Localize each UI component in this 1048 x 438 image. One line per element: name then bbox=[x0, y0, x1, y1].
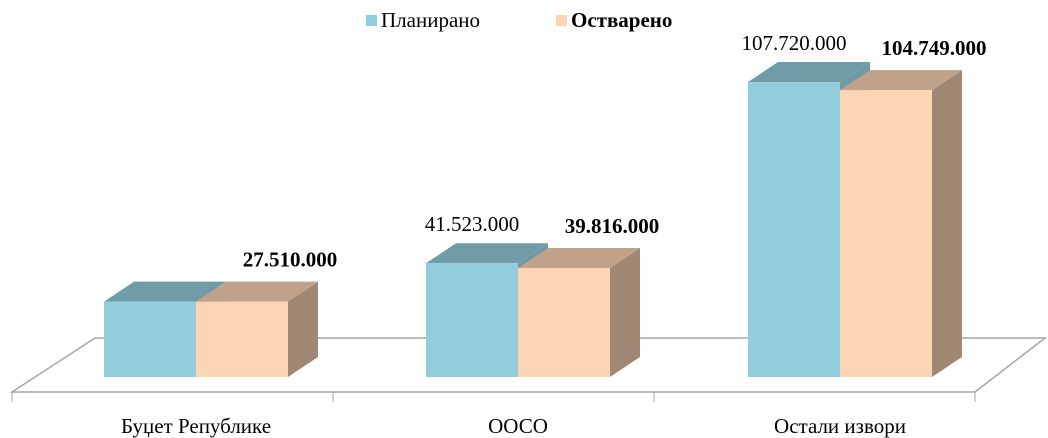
bar-top bbox=[426, 243, 548, 264]
x-tick-label: Остали извори bbox=[774, 414, 906, 438]
data-label: 107.720.000 bbox=[742, 31, 847, 55]
data-label: 104.749.000 bbox=[882, 36, 987, 60]
bar bbox=[748, 82, 840, 377]
x-tick-label: ООСО bbox=[488, 414, 548, 438]
bar-top bbox=[196, 281, 318, 302]
legend-swatch bbox=[556, 15, 567, 26]
bar-top bbox=[518, 247, 640, 268]
x-tick-label: Буџет Републике bbox=[121, 414, 271, 438]
bar bbox=[196, 301, 288, 377]
bar-side bbox=[610, 247, 640, 377]
bar-top bbox=[840, 70, 962, 91]
bar-side bbox=[288, 281, 318, 377]
legend-label: Планирано bbox=[381, 8, 480, 32]
legend-swatch bbox=[366, 15, 377, 26]
bar-side bbox=[932, 70, 962, 377]
legend-label: Остварено bbox=[571, 8, 672, 32]
bar bbox=[518, 267, 610, 377]
bar bbox=[426, 263, 518, 377]
bar bbox=[104, 301, 196, 377]
bar bbox=[840, 90, 932, 377]
data-label: 41.523.000 bbox=[425, 212, 520, 236]
bar-top bbox=[104, 281, 226, 302]
data-label: 27.510.000 bbox=[243, 247, 338, 271]
bar-top bbox=[748, 62, 870, 82]
data-label: 39.816.000 bbox=[565, 214, 660, 238]
